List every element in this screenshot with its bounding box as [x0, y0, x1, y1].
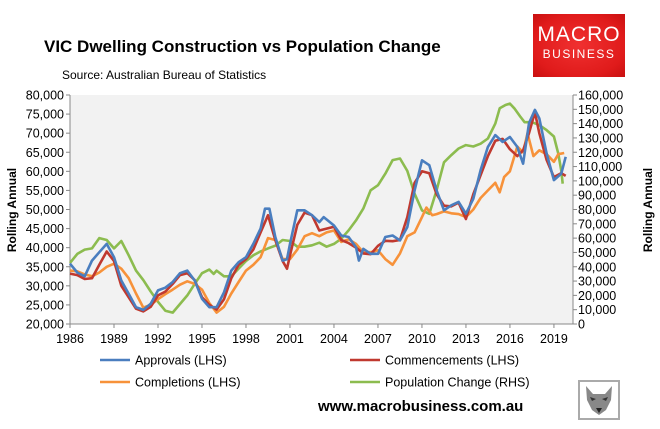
x-tick-label: 2004	[320, 332, 348, 346]
series-line-approvals-lhs	[68, 108, 567, 312]
y-tick-label-right: 30,000	[578, 275, 616, 289]
x-tick-label: 1986	[56, 332, 84, 346]
x-tick-label: 2013	[452, 332, 480, 346]
legend-label: Completions (LHS)	[135, 376, 241, 390]
y-tick-label-right: 40,000	[578, 260, 616, 274]
logo-line2: BUSINESS	[542, 47, 616, 61]
legend-item: Commencements (LHS)	[350, 354, 519, 368]
y-tick-label-right: 120,000	[578, 146, 623, 160]
plot-area	[70, 95, 573, 324]
legend-item: Completions (LHS)	[100, 376, 241, 390]
y-tick-label-left: 70,000	[26, 127, 64, 141]
x-tick-label: 1995	[188, 332, 216, 346]
y-tick-label-right: 130,000	[578, 131, 623, 145]
y-tick-label-left: 40,000	[26, 241, 64, 255]
y-tick-label-right: 0	[578, 318, 585, 332]
y-tick-label-right: 70,000	[578, 217, 616, 231]
series-line-commencements-lhs	[69, 110, 567, 313]
y-axis-title-left: Rolling Annual	[5, 168, 19, 252]
x-tick-label: 1998	[232, 332, 260, 346]
y-tick-label-right: 60,000	[578, 232, 616, 246]
y-tick-label-right: 160,000	[578, 89, 623, 103]
legend-label: Population Change (RHS)	[385, 376, 530, 390]
legend-label: Approvals (LHS)	[135, 354, 227, 368]
y-tick-label-right: 90,000	[578, 189, 616, 203]
y-tick-label-left: 55,000	[26, 184, 64, 198]
y-tick-label-right: 110,000	[578, 160, 622, 174]
series-line-population-change-rhs	[68, 102, 564, 314]
x-tick-label: 1992	[144, 332, 172, 346]
legend-label: Commencements (LHS)	[385, 354, 519, 368]
y-tick-label-left: 80,000	[26, 89, 64, 103]
y-tick-label-left: 25,000	[26, 298, 64, 312]
website-url: www.macrobusiness.com.au	[318, 398, 524, 415]
y-tick-label-right: 80,000	[578, 203, 616, 217]
y-axis-title-right: Rolling Annual	[641, 168, 655, 252]
x-tick-label: 2001	[276, 332, 304, 346]
y-tick-label-right: 140,000	[578, 117, 623, 131]
y-tick-label-right: 150,000	[578, 103, 623, 117]
legend-item: Population Change (RHS)	[350, 376, 530, 390]
x-tick-label: 1989	[100, 332, 128, 346]
y-tick-label-left: 30,000	[26, 279, 64, 293]
legend-item: Approvals (LHS)	[100, 354, 227, 368]
series-line-completions-lhs	[69, 131, 565, 314]
y-tick-label-left: 35,000	[26, 260, 64, 274]
x-tick-label: 2016	[496, 332, 524, 346]
y-tick-label-left: 60,000	[26, 165, 64, 179]
y-tick-label-right: 100,000	[578, 174, 623, 188]
x-tick-label: 2007	[364, 332, 392, 346]
logo-line1: MACRO	[537, 23, 621, 46]
y-tick-label-right: 50,000	[578, 246, 616, 260]
wolf-logo-icon	[578, 380, 620, 420]
y-tick-label-left: 50,000	[26, 203, 64, 217]
y-tick-label-left: 75,000	[26, 108, 64, 122]
y-tick-label-left: 20,000	[26, 318, 64, 332]
chart-title: VIC Dwelling Construction vs Population …	[44, 37, 441, 56]
y-tick-label-right: 20,000	[578, 289, 616, 303]
macrobusiness-logo: MACRO BUSINESS	[533, 14, 625, 77]
y-tick-label-right: 10,000	[578, 303, 616, 317]
y-tick-label-left: 45,000	[26, 222, 64, 236]
y-tick-label-left: 65,000	[26, 146, 64, 160]
chart-source: Source: Australian Bureau of Statistics	[62, 68, 267, 82]
x-tick-label: 2019	[540, 332, 568, 346]
x-tick-label: 2010	[408, 332, 436, 346]
